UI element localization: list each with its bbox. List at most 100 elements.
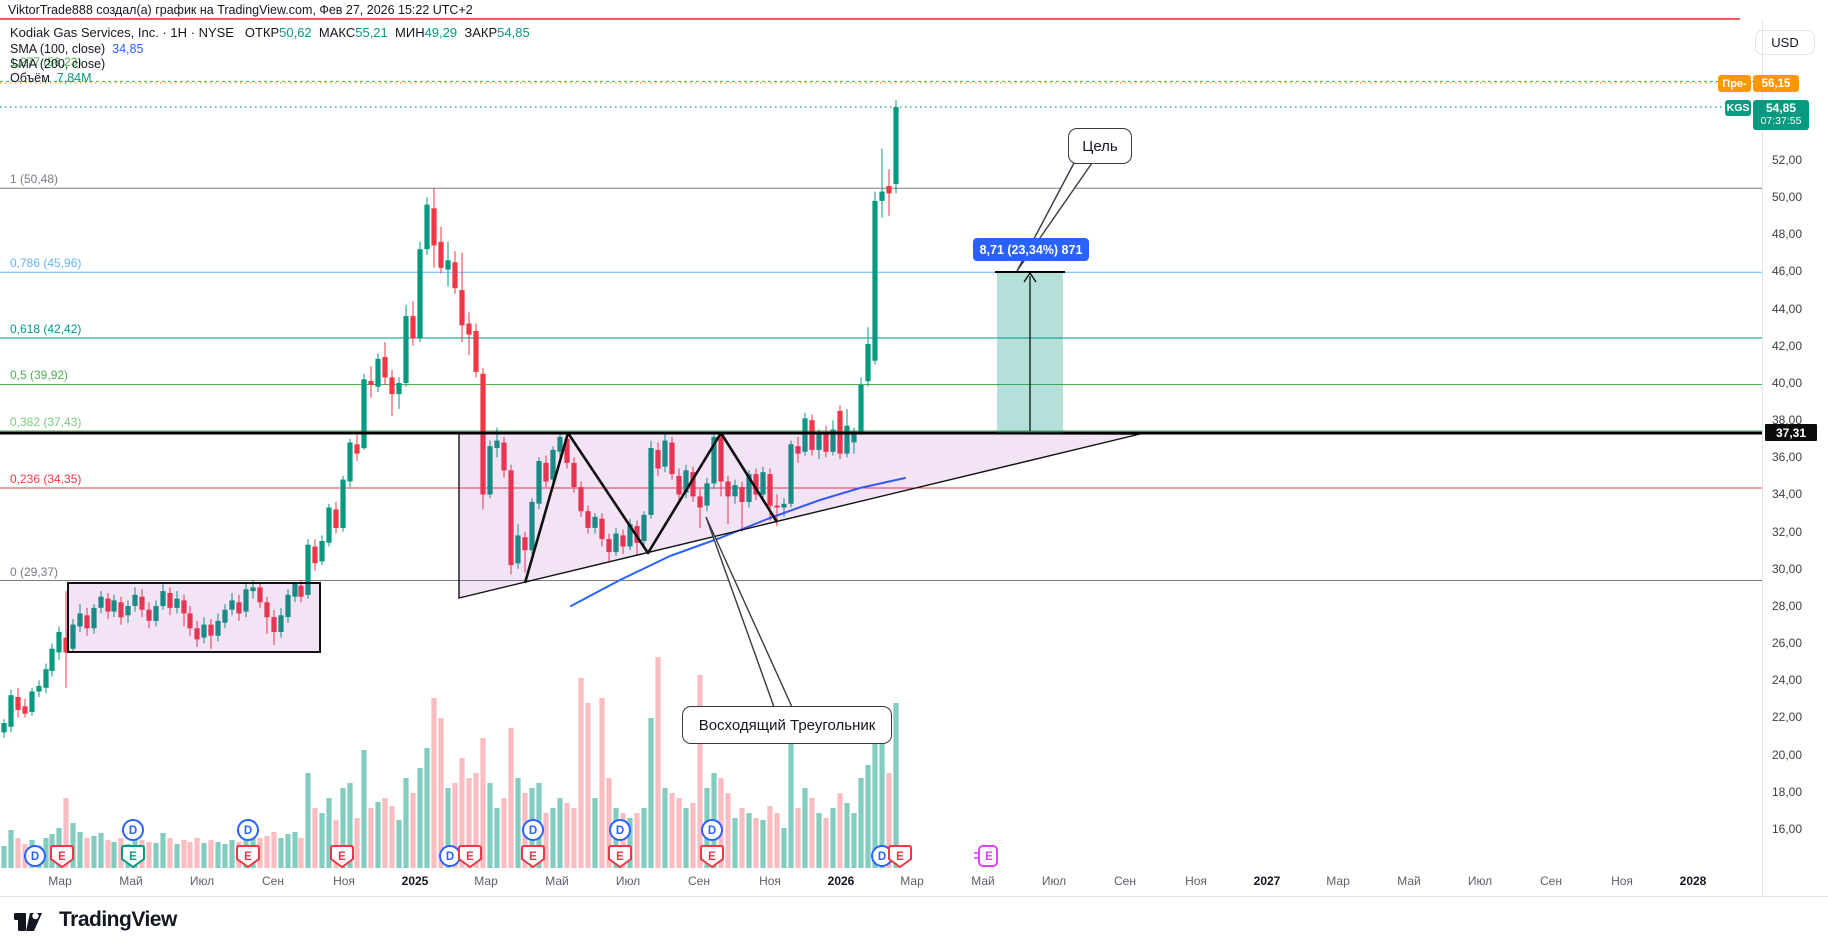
time-tick-label: Июл [615, 874, 641, 888]
symbol-title: Kodiak Gas Services, Inc. · 1H · NYSE [10, 25, 234, 40]
fib-retracement-lines[interactable] [0, 80, 1762, 581]
sma100-legend[interactable]: SMA (100, close) 34,85 [10, 42, 144, 56]
currency-button[interactable]: USD [1755, 30, 1815, 55]
sma200-legend[interactable]: SMA (200, close) [10, 57, 106, 71]
price-tick-label: 32,00 [1772, 525, 1803, 539]
price-tick-label: 46,00 [1772, 264, 1803, 278]
earnings-icon [458, 845, 482, 869]
price-tick-label: 18,00 [1772, 785, 1803, 799]
last-price: 54,85 [1765, 101, 1797, 115]
time-tick-label: Май [971, 874, 995, 888]
earnings-icon [236, 845, 260, 869]
svg-text:E: E [985, 851, 993, 863]
svg-text:E: E [616, 851, 624, 863]
fib-extension-label: 1,277 (56,23) [10, 55, 82, 69]
time-tick-label: Июл [1041, 874, 1067, 888]
svg-text:D: D [878, 851, 886, 863]
dividend-icon [609, 819, 631, 841]
tradingview-logo[interactable]: TradingView [14, 908, 177, 932]
support-line-price-badge[interactable]: 37,31 [1765, 424, 1817, 441]
price-tick-label: 52,00 [1772, 153, 1803, 167]
svg-text:D: D [31, 851, 39, 863]
price-tick-label: 38,00 [1772, 413, 1803, 427]
time-tick-label: Ноя [1611, 874, 1633, 888]
svg-text:E: E [708, 851, 716, 863]
time-tick-label: Ноя [1185, 874, 1207, 888]
time-tick-label: Май [119, 874, 143, 888]
quote-field-label: ОТКР [244, 25, 280, 40]
svg-text:E: E [129, 851, 137, 863]
quote-field-value: 50,62 [279, 25, 312, 40]
earnings-icon [608, 845, 632, 869]
time-tick-label: Сен [1540, 874, 1562, 888]
price-tick-label: 26,00 [1772, 636, 1803, 650]
quote-field-label: МИН [395, 25, 425, 40]
dividend-icon [122, 819, 144, 841]
price-tick-label: 30,00 [1772, 562, 1803, 576]
target-callout[interactable]: Цель [1068, 128, 1132, 164]
time-tick-label: Июл [189, 874, 215, 888]
symbol-title-row[interactable]: Kodiak Gas Services, Inc. · 1H · NYSE ОТ… [10, 25, 530, 40]
svg-text:D: D [708, 825, 716, 837]
zigzag-drawing[interactable] [523, 431, 779, 584]
fib-level-label: 0,236 (34,35) [10, 472, 82, 486]
tradingview-logo-text: TradingView [59, 908, 177, 931]
sma100-line[interactable] [570, 477, 906, 607]
price-range-tool[interactable] [995, 271, 1065, 433]
tradingview-logo-icon [14, 912, 42, 931]
earnings-icon [888, 845, 912, 869]
price-tick-label: 36,00 [1772, 450, 1803, 464]
attribution-text: ViktorTrade888 создал(а) график на Tradi… [8, 3, 473, 17]
svg-text:D: D [529, 825, 537, 837]
time-tick-label: Июл [1467, 874, 1493, 888]
svg-text:E: E [896, 851, 904, 863]
sma100-value: 34,85 [112, 42, 144, 56]
consolidation-box-drawing[interactable] [67, 582, 321, 653]
ticker-badge[interactable]: KGS [1725, 100, 1751, 116]
volume-legend[interactable]: Объём 7,84М [10, 71, 92, 85]
price-tick-label: 40,00 [1772, 376, 1803, 390]
earnings-icon [521, 845, 545, 869]
time-tick-label: Сен [262, 874, 284, 888]
future-earnings-icon [978, 845, 998, 867]
pattern-callout-tail [705, 516, 794, 708]
fib-level-label: 0,5 (39,92) [10, 368, 69, 382]
premarket-badge-value[interactable]: 56,15 [1753, 75, 1799, 92]
time-tick-label: Мар [900, 874, 924, 888]
premarket-badge-label[interactable]: Пре- [1718, 75, 1751, 92]
time-tick-label: Май [545, 874, 569, 888]
quote-field-value: 49,29 [424, 25, 458, 40]
last-price-badge[interactable]: 54,85 07:37:55 [1753, 100, 1809, 130]
earnings-icon [50, 845, 74, 869]
svg-text:E: E [58, 851, 66, 863]
quote-field-label: ЗАКР [464, 25, 498, 40]
price-tick-label: 20,00 [1772, 748, 1803, 762]
earnings-icon [330, 845, 354, 869]
bar-countdown: 07:37:55 [1760, 115, 1802, 128]
time-tick-label: Май [1397, 874, 1421, 888]
time-axis-separator [0, 896, 1828, 897]
svg-text:D: D [244, 825, 252, 837]
price-tick-label: 50,00 [1772, 190, 1803, 204]
svg-text:D: D [446, 851, 454, 863]
time-tick-label: 2027 [1253, 874, 1281, 888]
dividend-icon [24, 845, 46, 867]
time-tick-label: Сен [688, 874, 710, 888]
price-tick-label: 22,00 [1772, 710, 1803, 724]
volume-value: 7,84М [56, 71, 92, 85]
pattern-callout[interactable]: Восходящий Треугольник [682, 706, 892, 744]
svg-text:E: E [529, 851, 537, 863]
time-tick-label: 2025 [401, 874, 429, 888]
time-tick-label: 2026 [827, 874, 855, 888]
price-tick-label: 34,00 [1772, 487, 1803, 501]
svg-text:D: D [129, 825, 137, 837]
svg-text:E: E [244, 851, 252, 863]
price-tick-label: 28,00 [1772, 599, 1803, 613]
measure-tool-badge[interactable]: 8,71 (23,34%) 871 [973, 238, 1089, 261]
quote-field-value: 54,85 [497, 25, 530, 40]
time-tick-label: Сен [1114, 874, 1136, 888]
price-tick-label: 42,00 [1772, 339, 1803, 353]
